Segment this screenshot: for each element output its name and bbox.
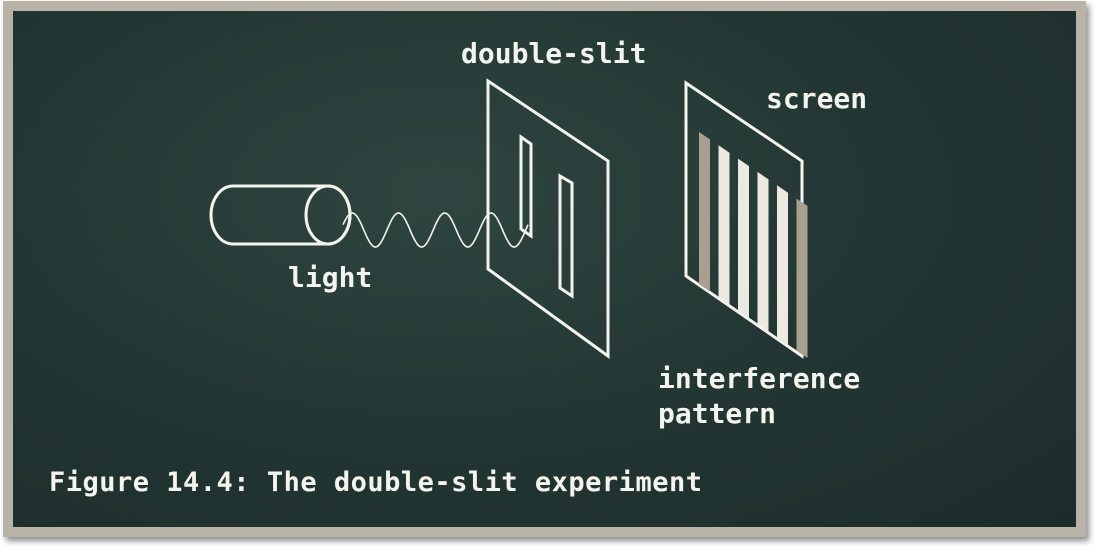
fringe-4 bbox=[757, 171, 769, 332]
fringe-2 bbox=[718, 145, 730, 305]
figure-caption: Figure 14.4: The double-slit experiment bbox=[49, 467, 703, 498]
sine-wave-icon bbox=[342, 212, 529, 248]
slit-top bbox=[519, 134, 533, 239]
interference-fringes bbox=[699, 132, 808, 359]
chalkboard-frame: double-slit screen light interference pa… bbox=[3, 1, 1086, 537]
slit-bottom bbox=[558, 173, 574, 299]
screen-label: screen bbox=[766, 82, 867, 115]
fringe-6 bbox=[796, 198, 808, 359]
fringe-3 bbox=[738, 158, 749, 319]
double-slit-label: double-slit bbox=[461, 37, 646, 70]
fringe-5 bbox=[777, 185, 788, 345]
light-source-icon bbox=[209, 184, 352, 246]
screen-panel bbox=[684, 80, 808, 359]
double-slit-panel bbox=[486, 78, 610, 359]
interference-label: interference bbox=[658, 362, 860, 395]
light-label: light bbox=[288, 261, 372, 294]
chalkboard: double-slit screen light interference pa… bbox=[13, 11, 1076, 527]
pattern-label: pattern bbox=[658, 397, 776, 430]
double-slit-diagram: double-slit screen light interference pa… bbox=[209, 37, 867, 430]
fringe-1 bbox=[699, 132, 710, 292]
